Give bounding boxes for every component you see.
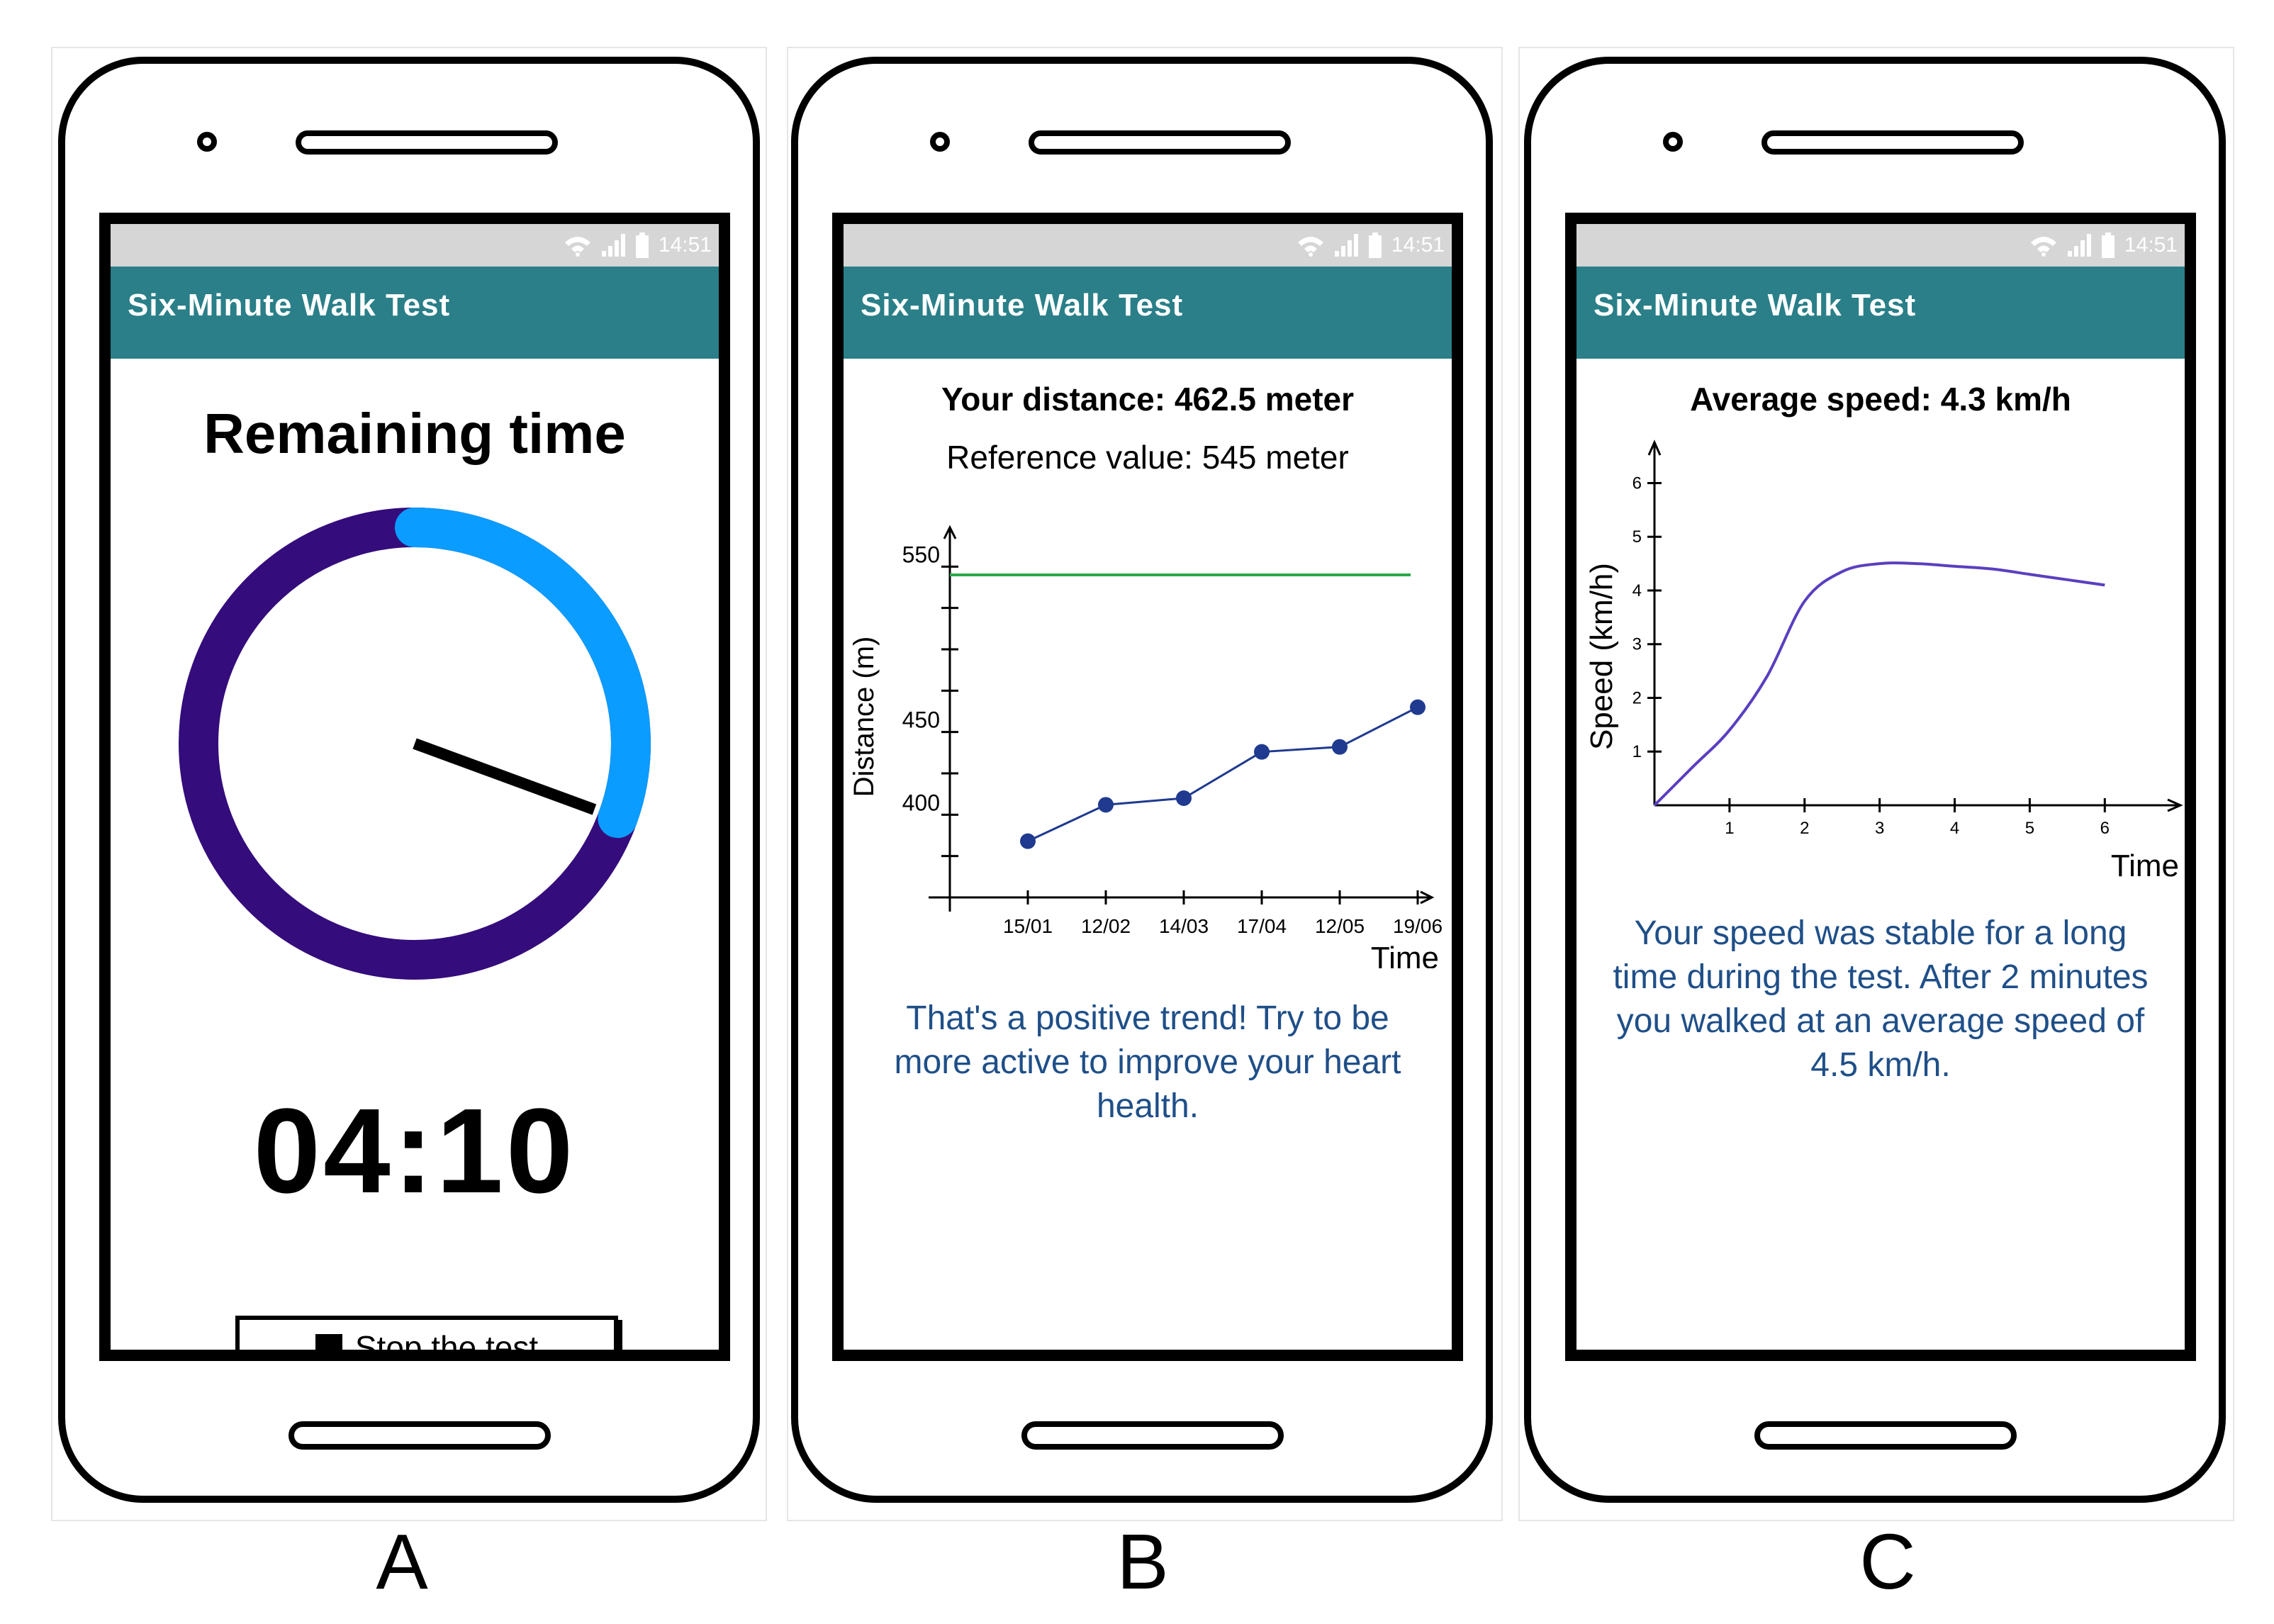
x-tick-label: 14/03 — [1159, 915, 1209, 937]
remaining-time-heading: Remaining time — [203, 402, 626, 465]
signal-icon — [1334, 234, 1359, 257]
x-axis-label: Time — [2111, 849, 2179, 883]
x-tick-label: 1 — [1725, 819, 1734, 838]
y-tick-label: 3 — [1632, 635, 1642, 654]
phone-c: 14:51 Six-Minute Walk Test Average speed… — [1524, 57, 2226, 1503]
wifi-icon — [1296, 234, 1325, 257]
home-button[interactable] — [1754, 1421, 2017, 1450]
y-tick-label: 400 — [902, 790, 940, 815]
distance-summary: Your distance: 462.5 meter — [941, 381, 1355, 418]
status-time: 14:51 — [1391, 233, 1445, 257]
phone-a: 14:51 Six-Minute Walk Test Remaining tim… — [58, 57, 760, 1503]
y-axis-label: Distance (m) — [848, 637, 880, 797]
app-bar: Six-Minute Walk Test — [1576, 267, 2185, 359]
camera-icon — [930, 132, 950, 152]
trend-message: That's a positive trend! Try to be more … — [894, 999, 1401, 1125]
battery-icon — [1368, 233, 1382, 258]
stop-test-label: Stop the test — [354, 1329, 539, 1361]
x-tick-label: 4 — [1950, 819, 1959, 838]
x-tick-label: 12/02 — [1081, 915, 1131, 937]
x-tick-label: 5 — [2025, 819, 2034, 838]
signal-icon — [601, 234, 626, 257]
speaker-slot — [1029, 130, 1291, 155]
battery-icon — [635, 233, 649, 258]
y-tick-label: 2 — [1632, 688, 1642, 707]
screen-c: 14:51 Six-Minute Walk Test Average speed… — [1565, 213, 2196, 1361]
screen-a: 14:51 Six-Minute Walk Test Remaining tim… — [99, 213, 730, 1361]
app-title: Six-Minute Walk Test — [128, 288, 451, 323]
average-speed-summary: Average speed: 4.3 km/h — [1690, 381, 2071, 418]
speed-chart: 1 2 3 4 5 6 1 2 3 4 5 6 Speed (km/h) Time — [1584, 439, 2183, 883]
x-tick-label: 2 — [1800, 819, 1809, 838]
distance-point — [1254, 744, 1270, 760]
y-tick-label: 450 — [902, 707, 940, 733]
caption-b: B — [1116, 1518, 1169, 1606]
wifi-icon — [564, 234, 592, 257]
speaker-slot — [1761, 130, 2024, 155]
app-title: Six-Minute Walk Test — [1594, 288, 1917, 323]
distance-point — [1098, 797, 1114, 813]
y-tick-label: 6 — [1632, 474, 1642, 493]
status-bar: 14:51 — [111, 224, 719, 267]
distance-point — [1176, 790, 1192, 806]
wifi-icon — [2029, 234, 2058, 257]
panel-frame-b — [787, 47, 1503, 1521]
app-title: Six-Minute Walk Test — [861, 288, 1184, 323]
caption-a: A — [376, 1518, 428, 1606]
home-button[interactable] — [1021, 1421, 1284, 1450]
x-axis-label: Time — [1371, 941, 1439, 968]
distance-series-line — [1027, 706, 1418, 843]
y-axis-label: Speed (km/h) — [1584, 563, 1619, 750]
distance-content: Your distance: 462.5 meter Reference val… — [844, 359, 1452, 1350]
x-axis-arrow — [2167, 798, 2183, 812]
signal-icon — [2067, 234, 2092, 257]
x-tick-label: 3 — [1875, 819, 1884, 838]
app-bar: Six-Minute Walk Test — [111, 267, 719, 359]
y-tick-label: 550 — [902, 542, 940, 567]
speed-curve — [1653, 561, 2105, 807]
camera-icon — [1663, 132, 1683, 152]
reference-value: Reference value: 545 meter — [946, 439, 1349, 476]
y-axis-arrow — [1647, 439, 1662, 456]
phone-b: 14:51 Six-Minute Walk Test Your distance… — [791, 57, 1493, 1503]
x-axis-arrow — [1420, 890, 1435, 905]
countdown-dial — [179, 508, 651, 980]
speed-content: Average speed: 4.3 km/h 1 2 3 4 5 6 1 2 3 4 5 6 Spee… — [1576, 359, 2185, 1350]
x-tick-label: 19/06 — [1393, 915, 1443, 937]
countdown-ring-elapsed — [179, 508, 651, 980]
camera-icon — [197, 132, 217, 152]
app-bar: Six-Minute Walk Test — [844, 267, 1452, 359]
panel-frame-a — [51, 47, 767, 1521]
clock-hand — [413, 738, 597, 815]
timer-content: Remaining time 04:10 Stop the test — [111, 359, 719, 1350]
y-tick-label: 4 — [1632, 581, 1642, 600]
status-bar: 14:51 — [1576, 224, 2185, 267]
caption-c: C — [1859, 1518, 1916, 1606]
y-tick-label: 5 — [1632, 527, 1642, 547]
battery-icon — [2101, 233, 2115, 258]
stop-icon — [315, 1334, 342, 1350]
distance-point — [1332, 739, 1348, 755]
home-button[interactable] — [289, 1421, 551, 1450]
status-bar: 14:51 — [844, 224, 1452, 267]
distance-chart: 400 450 550 Distance (m) 15/01 12/02 14/03 17/0… — [848, 525, 1443, 968]
y-tick-label: 1 — [1632, 742, 1642, 761]
speaker-slot — [296, 130, 558, 155]
screen-b: 14:51 Six-Minute Walk Test Your distance… — [832, 213, 1463, 1361]
x-tick-label: 6 — [2100, 819, 2110, 838]
distance-point — [1020, 833, 1036, 849]
x-tick-label: 15/01 — [1003, 915, 1053, 937]
timer-display: 04:10 — [253, 1084, 576, 1219]
x-tick-label: 12/05 — [1315, 915, 1365, 937]
status-time: 14:51 — [2124, 233, 2178, 257]
distance-point — [1410, 699, 1426, 715]
status-time: 14:51 — [658, 233, 712, 257]
panel-frame-c — [1518, 47, 2234, 1521]
x-tick-label: 17/04 — [1237, 915, 1287, 937]
speed-message: Your speed was stable for a long time du… — [1613, 914, 2149, 1084]
stop-test-button[interactable]: Stop the test — [235, 1316, 618, 1361]
y-axis-arrow — [943, 525, 957, 539]
